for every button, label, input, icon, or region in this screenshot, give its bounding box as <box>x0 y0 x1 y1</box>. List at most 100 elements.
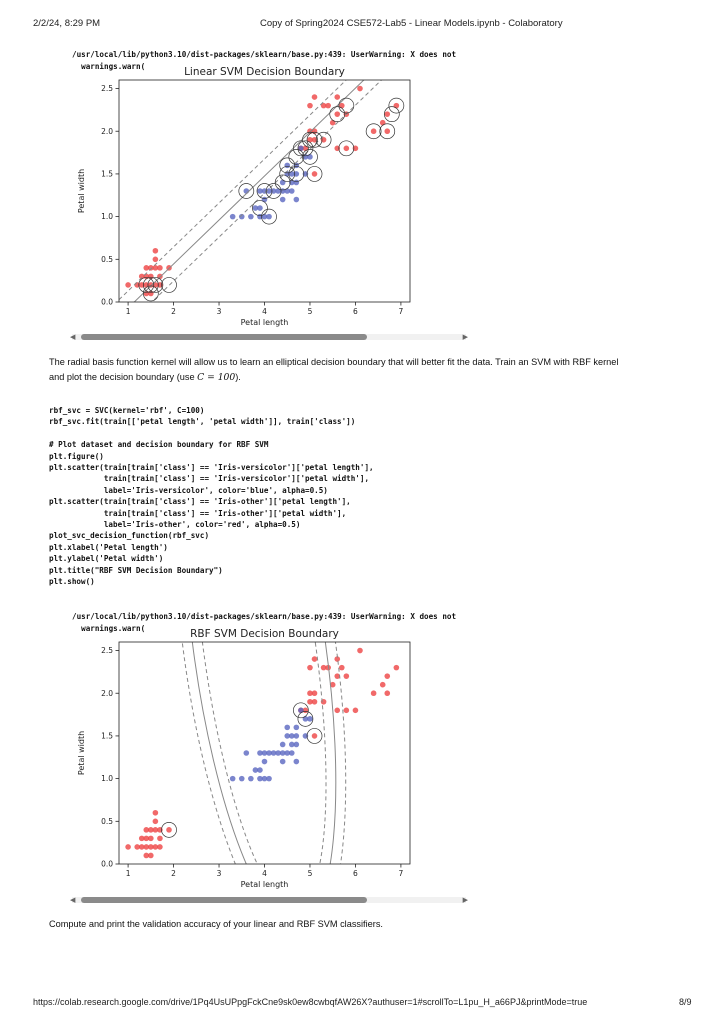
blue-data-point <box>307 716 313 722</box>
support-vector-marker <box>302 148 318 165</box>
scroll-right-arrow-icon[interactable]: ▶ <box>462 897 468 904</box>
x-tick-label: 5 <box>308 869 313 878</box>
red-data-point <box>143 844 150 850</box>
support-vector-marker <box>338 97 355 114</box>
red-data-point <box>143 265 150 271</box>
y-tick-label: 2.5 <box>101 646 113 655</box>
plot-area <box>119 80 405 302</box>
support-vector-marker <box>293 702 309 719</box>
red-data-point <box>379 119 386 126</box>
red-data-point <box>311 171 318 177</box>
x-tick-label: 7 <box>399 307 404 316</box>
blue-data-point <box>284 724 291 731</box>
scrollbar-thumb[interactable] <box>81 897 367 903</box>
support-vector-marker <box>279 166 296 182</box>
red-data-point <box>157 835 163 842</box>
support-vector-marker <box>306 131 323 148</box>
blue-data-point <box>275 188 281 194</box>
print-url: https://colab.research.google.com/drive/… <box>33 997 588 1007</box>
y-tick-label: 2.0 <box>101 127 113 136</box>
code-cell[interactable]: rbf_svc = SVC(kernel='rbf', C=100) rbf_sv… <box>49 405 374 588</box>
code-line: plot_svc_decision_function(rbf_svc) <box>49 531 210 541</box>
red-data-point <box>334 707 341 714</box>
y-tick-label: 1.5 <box>101 732 113 741</box>
scroll-left-arrow-icon[interactable]: ◀ <box>70 897 76 904</box>
blue-data-point <box>288 750 295 756</box>
code-line: train[train['class'] == 'Iris-versicolor… <box>49 474 370 484</box>
blue-data-point <box>284 750 291 756</box>
support-vector-marker <box>297 710 314 727</box>
red-data-point <box>393 664 400 671</box>
red-data-point <box>311 690 318 697</box>
red-data-point <box>352 707 359 714</box>
blue-data-point <box>257 205 263 211</box>
y-axis-label: Petal width <box>77 731 86 775</box>
red-data-point <box>370 690 377 697</box>
red-data-point <box>143 835 150 842</box>
red-data-point <box>334 94 341 100</box>
red-data-point <box>157 844 163 850</box>
blue-data-point <box>257 767 263 773</box>
red-data-point <box>152 844 159 850</box>
scrollbar-thumb[interactable] <box>81 334 367 340</box>
code-line: rbf_svc.fit(train[['petal length', 'peta… <box>49 417 356 427</box>
y-tick-label: 2.0 <box>101 689 113 698</box>
support-vector-marker <box>142 285 159 302</box>
code-line: plt.title("RBF SVM Decision Boundary") <box>49 565 223 575</box>
x-tick-label: 2 <box>171 307 176 316</box>
red-data-point <box>311 656 318 662</box>
output-horizontal-scrollbar[interactable]: ◀ ▶ <box>70 334 468 341</box>
compute-accuracy-text: Compute and print the validation accurac… <box>49 919 383 929</box>
blue-data-point <box>288 741 295 748</box>
output-horizontal-scrollbar[interactable]: ◀ ▶ <box>70 897 468 904</box>
support-vector-marker <box>379 123 396 140</box>
code-line: plt.scatter(train[train['class'] == 'Iri… <box>49 497 351 507</box>
red-data-point <box>157 273 163 280</box>
scroll-right-arrow-icon[interactable]: ▶ <box>462 334 468 341</box>
warning-line: warnings.warn( <box>72 61 146 71</box>
warning-output: /usr/local/lib/python3.10/dist-packages/… <box>72 600 456 634</box>
print-title: Copy of Spring2024 CSE572-Lab5 - Linear … <box>260 18 563 29</box>
support-vector-marker <box>315 131 332 148</box>
blue-data-point <box>243 750 250 756</box>
red-data-point <box>325 102 331 109</box>
rbf-intro-line: The radial basis function kernel will al… <box>49 357 619 367</box>
support-vector-marker <box>383 106 400 123</box>
blue-data-point <box>288 188 295 194</box>
support-vector-marker <box>274 174 291 191</box>
code-line: plt.scatter(train[train['class'] == 'Iri… <box>49 463 374 473</box>
blue-data-point <box>284 733 291 739</box>
red-data-point <box>320 102 327 109</box>
y-tick-label: 2.5 <box>101 84 113 93</box>
blue-data-point <box>279 758 286 765</box>
margin-curve <box>193 642 327 864</box>
red-data-point <box>148 852 154 859</box>
blue-data-point <box>257 775 263 782</box>
margin-line <box>151 80 383 302</box>
support-vector-marker <box>297 140 314 157</box>
x-tick-label: 3 <box>217 307 222 316</box>
warning-line: /usr/local/lib/python3.10/dist-packages/… <box>72 50 457 60</box>
blue-data-point <box>266 775 272 782</box>
code-line: plt.show() <box>49 577 95 587</box>
red-data-point <box>138 844 145 850</box>
red-data-point <box>307 102 313 109</box>
red-data-point <box>311 698 318 705</box>
red-data-point <box>152 827 159 833</box>
y-tick-label: 0.0 <box>101 860 113 869</box>
y-tick-label: 0.5 <box>101 255 113 264</box>
blue-data-point <box>261 750 268 756</box>
red-data-point <box>357 85 363 92</box>
plot-area <box>125 642 400 864</box>
red-data-point <box>148 273 154 280</box>
scroll-left-arrow-icon[interactable]: ◀ <box>70 334 76 341</box>
support-vector-marker <box>306 728 323 744</box>
red-data-point <box>338 664 345 671</box>
blue-data-point <box>270 750 277 756</box>
blue-data-point <box>261 758 268 765</box>
blue-data-point <box>293 179 300 186</box>
x-tick-label: 1 <box>126 869 131 878</box>
blue-data-point <box>266 188 272 194</box>
red-data-point <box>143 290 150 297</box>
x-tick-label: 1 <box>126 307 131 316</box>
